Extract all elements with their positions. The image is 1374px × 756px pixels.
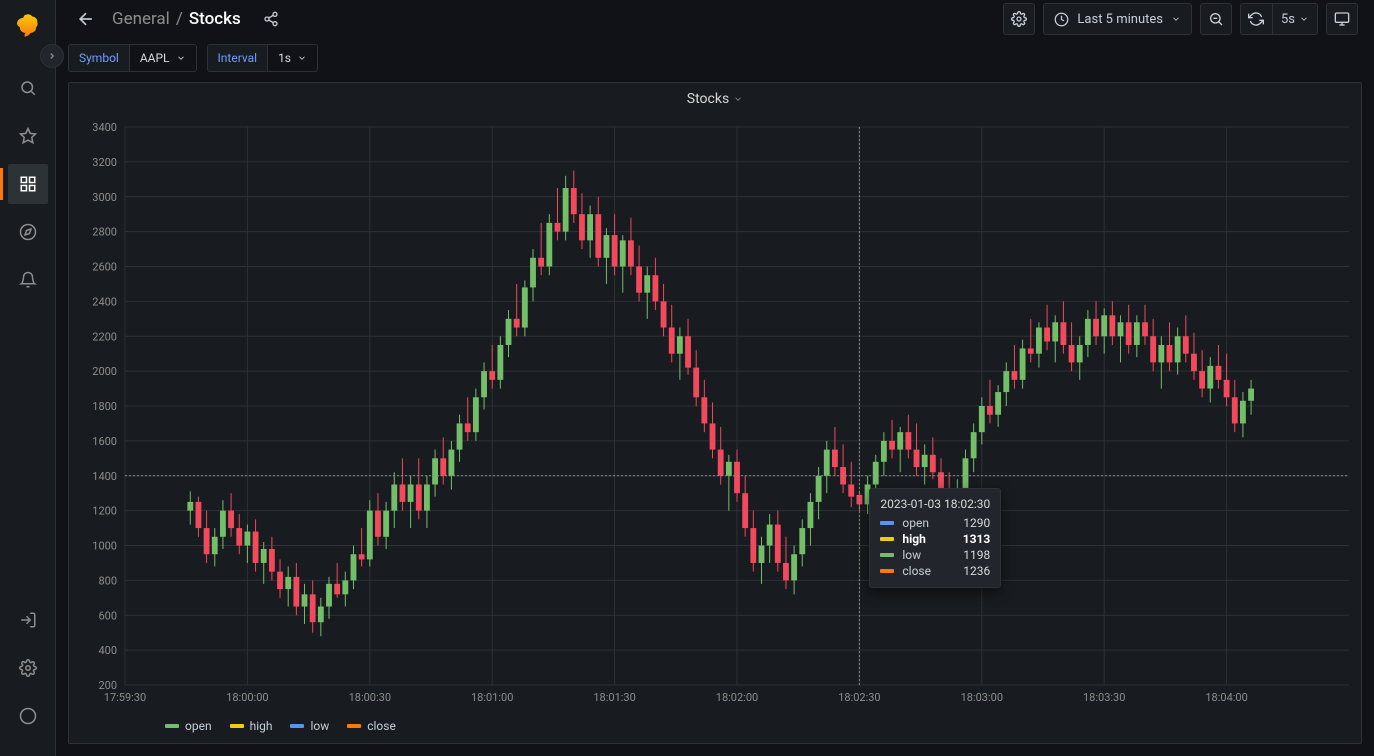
svg-text:2400: 2400 xyxy=(92,295,117,308)
chevron-down-icon xyxy=(297,53,307,63)
svg-text:3000: 3000 xyxy=(92,191,117,204)
clock-icon xyxy=(1054,12,1069,27)
nav-sidebar xyxy=(0,0,56,756)
svg-text:400: 400 xyxy=(98,644,117,657)
svg-text:600: 600 xyxy=(98,609,117,622)
time-range-label: Last 5 minutes xyxy=(1077,12,1163,27)
zoom-out-button[interactable] xyxy=(1200,3,1232,35)
share-button[interactable] xyxy=(257,3,285,35)
svg-text:1200: 1200 xyxy=(92,505,117,518)
svg-text:2200: 2200 xyxy=(92,330,117,343)
back-button[interactable] xyxy=(72,3,100,35)
svg-text:1000: 1000 xyxy=(92,540,117,553)
sidebar-alerting[interactable] xyxy=(8,260,48,300)
legend-item[interactable]: low xyxy=(290,719,329,733)
refresh-rate-picker[interactable]: 5s xyxy=(1272,3,1318,35)
svg-text:800: 800 xyxy=(98,574,117,587)
sidebar-starred[interactable] xyxy=(8,116,48,156)
dashboard-settings-button[interactable] xyxy=(1003,3,1035,35)
variable-interval: Interval 1s xyxy=(207,44,318,72)
refresh-control: 5s xyxy=(1240,3,1318,35)
sidebar-configuration[interactable] xyxy=(8,648,48,688)
breadcrumb-folder[interactable]: General xyxy=(112,9,170,29)
panel-stocks: Stocks 200400600800100012001400160018002… xyxy=(68,82,1362,744)
svg-text:18:02:00: 18:02:00 xyxy=(716,691,758,704)
breadcrumb-page[interactable]: Stocks xyxy=(189,9,241,29)
svg-text:3400: 3400 xyxy=(92,121,117,134)
cycle-view-button[interactable] xyxy=(1326,3,1358,35)
breadcrumb: General / Stocks xyxy=(112,9,241,29)
svg-text:2000: 2000 xyxy=(92,365,117,378)
refresh-rate-label: 5s xyxy=(1281,12,1295,27)
sidebar-dashboards[interactable] xyxy=(8,164,48,204)
legend-item[interactable]: open xyxy=(165,719,212,733)
svg-text:18:02:30: 18:02:30 xyxy=(838,691,880,704)
main-area: General / Stocks Last 5 minutes xyxy=(56,0,1374,756)
sidebar-explore[interactable] xyxy=(8,212,48,252)
panel-title[interactable]: Stocks xyxy=(69,83,1361,109)
svg-text:18:03:30: 18:03:30 xyxy=(1083,691,1125,704)
refresh-button[interactable] xyxy=(1240,3,1272,35)
topbar: General / Stocks Last 5 minutes xyxy=(56,0,1374,38)
chart-tooltip: 2023-01-03 18:02:30open1290high1313low11… xyxy=(869,488,1001,588)
chevron-down-icon xyxy=(176,53,186,63)
svg-text:18:03:00: 18:03:00 xyxy=(961,691,1003,704)
dashboard-variables: Symbol AAPL Interval 1s xyxy=(56,38,1374,78)
svg-text:18:01:00: 18:01:00 xyxy=(471,691,513,704)
svg-text:17:59:30: 17:59:30 xyxy=(104,691,146,704)
chevron-down-icon xyxy=(1171,14,1181,24)
svg-text:18:04:00: 18:04:00 xyxy=(1205,691,1247,704)
svg-text:2600: 2600 xyxy=(92,261,117,274)
variable-symbol-value[interactable]: AAPL xyxy=(129,44,197,72)
legend-item[interactable]: high xyxy=(230,719,273,733)
chevron-down-icon xyxy=(1299,14,1309,24)
breadcrumb-sep: / xyxy=(176,9,183,29)
chart-area[interactable]: 2004006008001000120014001600180020002200… xyxy=(69,109,1361,713)
svg-text:18:00:00: 18:00:00 xyxy=(226,691,268,704)
svg-text:3200: 3200 xyxy=(92,156,117,169)
variable-interval-label: Interval xyxy=(207,44,268,72)
sidebar-help[interactable] xyxy=(8,696,48,736)
legend-item[interactable]: close xyxy=(347,719,396,733)
svg-text:18:01:30: 18:01:30 xyxy=(593,691,635,704)
variable-symbol: Symbol AAPL xyxy=(68,44,197,72)
svg-text:1600: 1600 xyxy=(92,435,117,448)
svg-text:2800: 2800 xyxy=(92,226,117,239)
sidebar-expand-toggle[interactable] xyxy=(40,44,64,68)
chart-legend: open high low close xyxy=(69,713,1361,743)
svg-text:1400: 1400 xyxy=(92,470,117,483)
variable-interval-value[interactable]: 1s xyxy=(267,44,318,72)
chevron-down-icon xyxy=(733,94,743,104)
sidebar-search[interactable] xyxy=(8,68,48,108)
sidebar-signin[interactable] xyxy=(8,600,48,640)
svg-text:1800: 1800 xyxy=(92,400,117,413)
variable-symbol-label: Symbol xyxy=(68,44,129,72)
svg-text:18:00:30: 18:00:30 xyxy=(349,691,391,704)
grafana-logo[interactable] xyxy=(14,12,42,40)
time-range-picker[interactable]: Last 5 minutes xyxy=(1043,3,1192,35)
